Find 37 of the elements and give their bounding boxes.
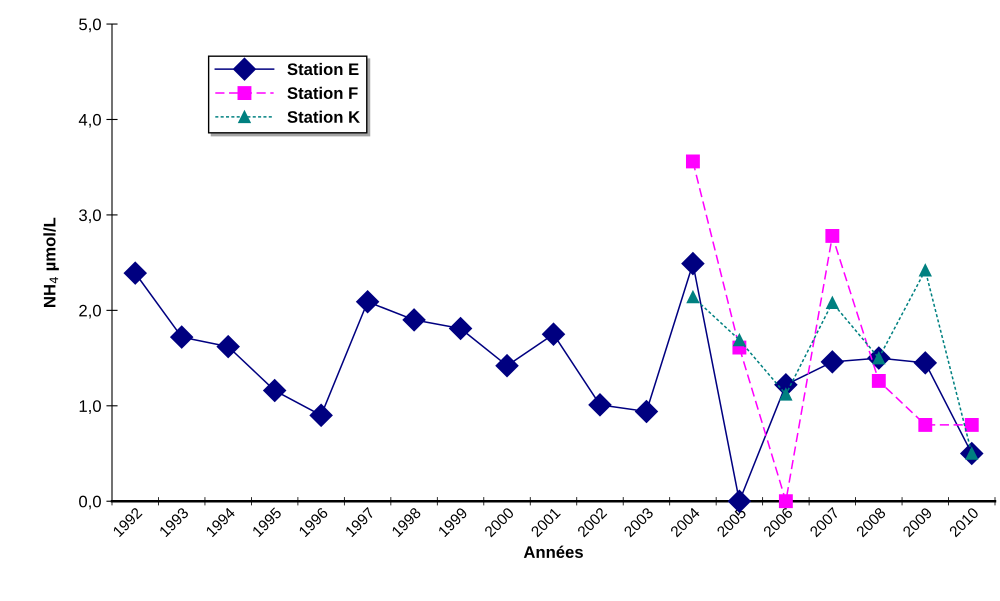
point [964,418,979,432]
y-axis-title: NH$_{4}$ µmol/L [43,218,59,307]
point [496,354,519,378]
point [872,374,886,388]
point [826,296,839,309]
point [919,264,932,277]
point [263,379,286,402]
legend-label: Station F [287,86,358,100]
y-tick-label: 0,0 [79,496,101,510]
point [216,335,240,358]
point [449,316,472,340]
point [588,393,612,416]
point [402,308,426,332]
y-tick-label: 3,0 [79,209,101,224]
point [733,334,746,346]
point [825,228,840,243]
point [124,262,147,285]
point [686,154,700,168]
legend-label: Station K [287,110,360,123]
point [820,350,844,374]
legend-label: Station E [287,62,359,76]
y-tick-label: 1,0 [80,400,101,414]
point [780,388,792,401]
point [778,494,793,508]
y-tick-label: 5,0 [79,18,101,32]
point [914,351,937,374]
point [681,252,704,276]
point [356,290,380,314]
point [918,418,932,432]
x-axis-title: Années [524,546,583,558]
point [634,400,658,424]
y-tick-label: 4,0 [78,114,101,128]
point [686,290,700,304]
point [170,326,194,349]
point [542,322,565,346]
point [310,404,333,427]
y-tick-label: 2,0 [79,304,101,319]
